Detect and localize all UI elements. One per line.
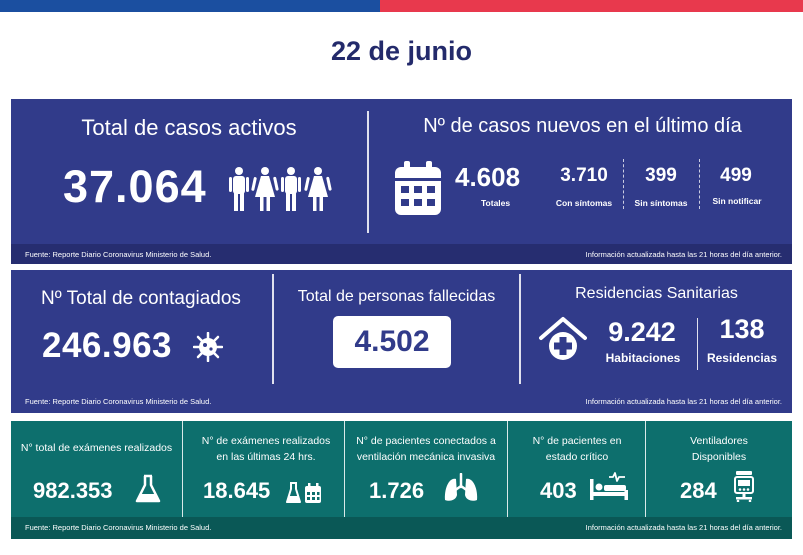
panel3-footer: Fuente: Reporte Diario Coronavirus Minis… <box>11 517 792 539</box>
panel1-footer: Fuente: Reporte Diario Coronavirus Minis… <box>11 244 792 264</box>
flag-bar <box>0 0 803 12</box>
critical-title-line1: N° de pacientes en <box>532 435 622 447</box>
panel3-divider-2 <box>344 421 345 517</box>
ventilator-icon <box>734 471 754 502</box>
tests-24h-title-line1: N° de exámenes realizados <box>201 435 331 447</box>
tests-24h-title-line2: en las últimas 24 hrs. <box>216 451 316 463</box>
source-note: Fuente: Reporte Diario Coronavirus Minis… <box>25 523 212 532</box>
total-infected-value: 246.963 <box>42 326 173 365</box>
tests-24h-value: 18.645 <box>203 478 271 503</box>
residences-label: Residencias <box>706 351 778 365</box>
hospital-bed-icon <box>590 472 628 500</box>
panel2-footer: Fuente: Reporte Diario Coronavirus Minis… <box>11 391 792 413</box>
flag-bar-blue <box>0 0 380 12</box>
tests-24h-title: N° de exámenes realizados en las últimas… <box>183 433 349 465</box>
ventilators-title-line1: Ventiladores <box>690 435 748 447</box>
residences-value: 138 <box>719 314 765 344</box>
panel2-divider-2 <box>519 274 521 384</box>
rooms-label: Habitaciones <box>605 351 681 365</box>
residences-divider <box>697 318 698 370</box>
new-cases-total-value: 4.608 <box>455 162 521 192</box>
report-date: 22 de junio <box>330 36 473 66</box>
update-note: Información actualizada hasta las 21 hor… <box>585 250 782 259</box>
flask-calendar-icon <box>286 482 321 503</box>
panel1-divider <box>367 111 369 233</box>
tests-total-value: 982.353 <box>33 478 113 503</box>
critical-title: N° de pacientes en estado crítico <box>508 433 646 465</box>
lungs-icon <box>444 473 478 501</box>
ventilation-title-line1: N° de pacientes conectados a <box>356 435 496 447</box>
panel2-divider-1 <box>272 274 274 384</box>
critical-title-line2: estado crítico <box>545 451 609 463</box>
total-infected-title: Nº Total de contagiados <box>41 288 241 309</box>
ventilators-value: 284 <box>680 478 717 503</box>
new-cases-divider-2 <box>699 159 700 209</box>
panel3-divider-1 <box>182 421 183 517</box>
ventilation-title-line2: ventilación mecánica invasiva <box>356 451 496 463</box>
new-cases-title: Nº de casos nuevos en el último día <box>423 115 742 137</box>
update-note: Información actualizada hasta las 21 hor… <box>585 397 782 406</box>
new-cases-symptomatic-label: Con síntomas <box>555 198 613 208</box>
new-cases-asymptomatic-label: Sin síntomas <box>634 198 688 208</box>
source-note: Fuente: Reporte Diario Coronavirus Minis… <box>25 250 212 259</box>
active-cases-title: Total de casos activos <box>81 115 297 140</box>
new-cases-symptomatic-value: 3.710 <box>560 165 608 186</box>
cases-panel: Total de casos activos 37.064 <box>11 99 792 264</box>
new-cases-unreported-value: 499 <box>720 165 752 186</box>
ventilators-title-line2: Disponibles <box>691 451 747 463</box>
new-cases-divider-1 <box>623 159 624 209</box>
ventilators-title: Ventiladores Disponibles <box>646 433 792 465</box>
house-medical-icon <box>539 317 587 360</box>
residences-title: Residencias Sanitarias <box>575 285 738 302</box>
calendar-icon <box>395 161 441 215</box>
totals-panel: Nº Total de contagiados 246.963 Total de… <box>11 270 792 413</box>
update-note: Información actualizada hasta las 21 hor… <box>585 523 782 532</box>
critical-value: 403 <box>540 478 577 503</box>
people-icon <box>229 167 332 211</box>
rooms-value: 9.242 <box>608 317 676 347</box>
deaths-title: Total de personas fallecidas <box>297 288 496 305</box>
panel3-divider-4 <box>645 421 646 517</box>
new-cases-unreported-label: Sin notificar <box>712 196 762 206</box>
new-cases-asymptomatic-value: 399 <box>645 165 677 186</box>
ventilation-value: 1.726 <box>369 478 425 503</box>
deaths-value: 4.502 <box>333 316 451 368</box>
new-cases-total-label: Totales <box>481 198 511 208</box>
flask-icon <box>135 474 161 503</box>
source-note: Fuente: Reporte Diario Coronavirus Minis… <box>25 397 212 406</box>
virus-icon <box>193 332 223 362</box>
ventilation-title: N° de pacientes conectados a ventilación… <box>345 433 507 465</box>
flag-bar-red <box>380 0 803 12</box>
panel3-divider-3 <box>507 421 508 517</box>
active-cases-value: 37.064 <box>63 161 207 212</box>
tests-total-title: N° total de exámenes realizados <box>20 442 173 454</box>
health-system-panel: N° total de exámenes realizados 982.353 … <box>11 421 792 539</box>
